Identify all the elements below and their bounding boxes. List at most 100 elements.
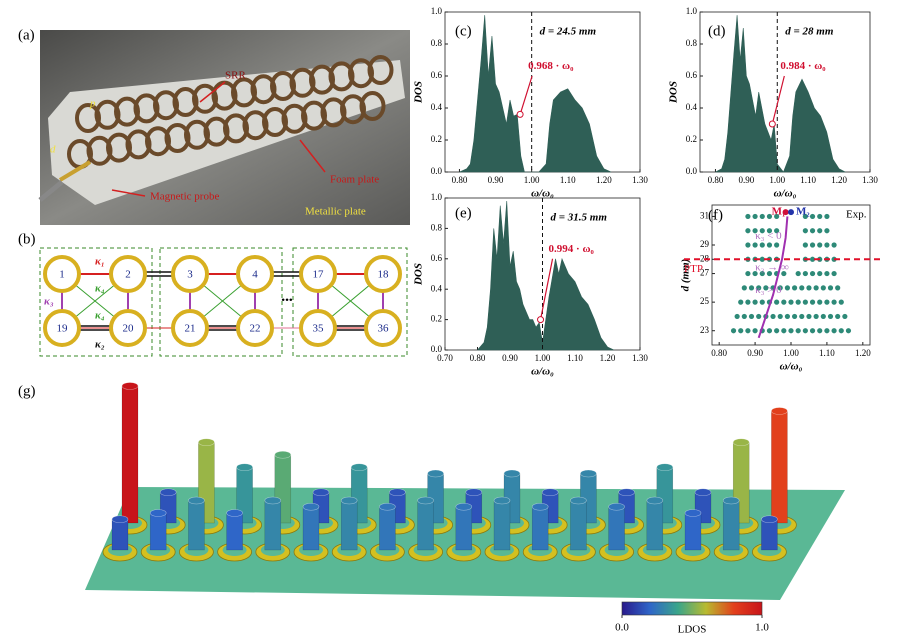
panel-title: d = 28 mm <box>785 26 834 38</box>
marker <box>537 316 545 324</box>
ldos-bar-cap <box>389 488 406 497</box>
x-axis-label: ω/ω₀ <box>774 188 797 200</box>
point <box>820 285 826 291</box>
point <box>774 213 780 220</box>
x-axis-label: ω/ω₀ <box>531 366 554 378</box>
y-tick-label: 0.8 <box>686 38 698 48</box>
point <box>781 299 787 305</box>
ldos-bar-cap <box>111 515 129 524</box>
x-tick-label: 0.70 <box>437 353 453 363</box>
point <box>748 285 755 291</box>
ring <box>172 87 199 117</box>
point <box>827 313 834 320</box>
ldos-bar <box>608 506 625 551</box>
x-tick-label: 0.80 <box>708 175 724 185</box>
photo-label: Foam plate <box>330 174 379 186</box>
point <box>738 299 744 305</box>
ldos-bar-cap <box>188 496 205 505</box>
point <box>817 270 823 277</box>
dos-area <box>715 15 846 173</box>
point <box>831 270 837 277</box>
y-tick-label: 1.0 <box>431 192 443 202</box>
photo: SRR Foam plate Magnetic probe Metallic p… <box>38 30 410 225</box>
point <box>738 328 744 334</box>
point <box>824 228 830 234</box>
point <box>759 270 765 277</box>
ring <box>262 107 288 137</box>
marker-label: 0.994 · ω₀ <box>549 243 595 255</box>
ldos-bar-cap <box>722 496 740 505</box>
point <box>817 228 823 234</box>
point <box>795 328 801 334</box>
point <box>806 285 812 291</box>
point <box>809 242 816 248</box>
probe-cable <box>38 180 64 202</box>
ldos-bar-cap <box>312 488 330 497</box>
regime-label: κ₃ → ∞ <box>755 261 789 273</box>
ldos-bar-cap <box>417 496 434 505</box>
ldos-bar-cap <box>493 496 511 505</box>
ldos-bar <box>684 512 702 551</box>
ldos-bar-cap <box>694 488 712 497</box>
ring <box>184 119 210 150</box>
x-tick-label: 1.20 <box>600 353 616 363</box>
rings <box>67 55 394 169</box>
ellipsis: ••• <box>281 295 293 307</box>
y-tick-label: 0.2 <box>431 314 442 324</box>
point <box>845 328 852 334</box>
x-tick-label: 1.10 <box>800 175 816 185</box>
panel-label: (b) <box>18 231 36 247</box>
ldos-bar <box>149 512 167 551</box>
ldos-bar-cap <box>531 502 549 511</box>
y-tick-label: 31 <box>700 210 709 220</box>
ring <box>145 126 171 157</box>
y-tick-label: 25 <box>700 296 710 306</box>
ldos-bar <box>455 506 473 551</box>
ldos-bar-cap <box>379 502 396 511</box>
ldos-bar <box>531 506 549 551</box>
lattice: 1 2 3 4 17 18 19 20 21 22 35 36 κ₁ κ₂ κ₃ κ₄ κ₄ ••• <box>39 247 408 357</box>
exp-point <box>782 209 789 216</box>
y-tick-label: 0.4 <box>431 102 443 112</box>
point <box>774 228 780 234</box>
ldos-bar <box>417 500 434 551</box>
point <box>802 228 808 234</box>
regime-label: κ₃ > 0 <box>755 284 782 296</box>
coupling-label: κ₁ <box>95 256 105 268</box>
point <box>766 213 773 220</box>
coupling-label: κ₄ <box>95 283 105 295</box>
ldos-bar <box>570 500 587 551</box>
colorbar-tick-label: 0.0 <box>615 622 629 634</box>
ldos-bar-cap <box>570 496 587 505</box>
ldos-bar-cap <box>541 488 559 497</box>
dos-area <box>459 15 612 173</box>
site-label: 3 <box>187 269 193 281</box>
point <box>824 299 830 305</box>
colorbar <box>621 601 763 616</box>
y-tick-label: 29 <box>700 239 710 249</box>
exp-point-label: M₂ <box>796 206 810 218</box>
point <box>806 313 812 320</box>
point <box>791 313 798 320</box>
ldos-bar-cap <box>608 502 625 511</box>
point <box>756 313 762 320</box>
point <box>748 313 755 320</box>
point <box>799 285 805 291</box>
site <box>299 309 337 347</box>
exp-point <box>788 209 794 216</box>
photo-label: Metallic plate <box>305 206 366 218</box>
point <box>752 299 758 305</box>
y-tick-label: 1.0 <box>431 6 443 16</box>
ldos-bar-cap <box>198 438 215 447</box>
panel-label: (f) <box>708 207 723 223</box>
ring <box>328 61 355 92</box>
site-label: 20 <box>123 323 135 335</box>
ldos-bar <box>188 500 205 551</box>
ldos-bar <box>302 506 320 551</box>
ring <box>301 100 327 131</box>
site-label: 2 <box>125 269 131 281</box>
unit-box <box>292 247 408 357</box>
point <box>756 285 762 291</box>
y-axis-label: DOS <box>413 263 425 286</box>
